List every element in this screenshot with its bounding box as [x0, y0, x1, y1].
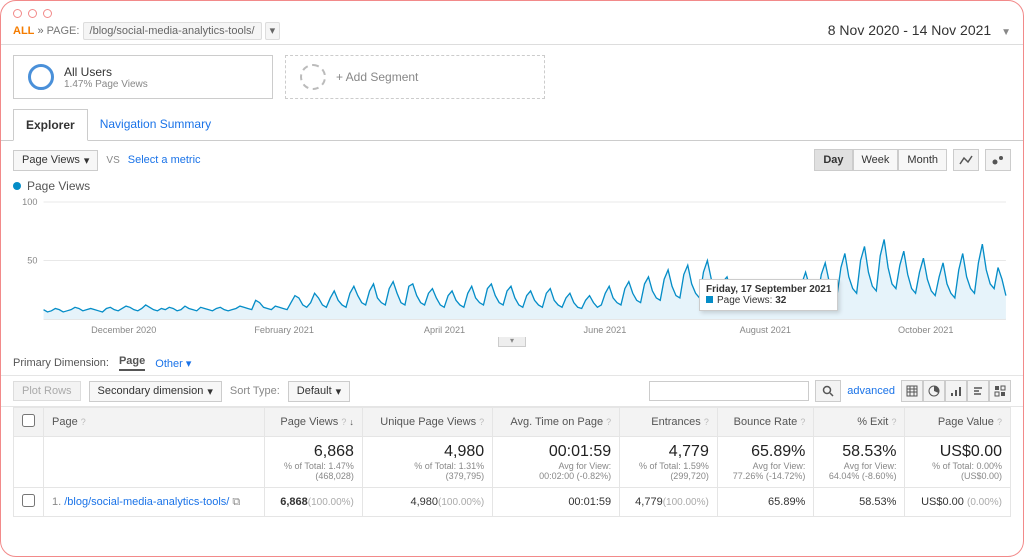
segment-sub: 1.47% Page Views [64, 79, 148, 90]
view-pivot-icon[interactable] [989, 380, 1011, 402]
col-unique: Unique Page Views ? [362, 408, 492, 437]
secondary-dimension-select[interactable]: Secondary dimension ▾ [89, 381, 222, 402]
chart-legend: Page Views [13, 179, 1011, 193]
col-page: Page ? [44, 408, 265, 437]
dimension-other[interactable]: Other ▾ [155, 357, 191, 370]
svg-text:50: 50 [27, 256, 37, 266]
chevron-down-icon: ▼ [1001, 27, 1011, 38]
search-input[interactable] [649, 381, 809, 401]
advanced-link[interactable]: advanced [847, 385, 895, 397]
dimension-page[interactable]: Page [119, 355, 145, 371]
top-bar: ALL » PAGE: /blog/social-media-analytics… [1, 22, 1023, 45]
add-segment-circle-icon [300, 64, 326, 90]
col-value: Page Value ? [905, 408, 1011, 437]
breadcrumb-path[interactable]: /blog/social-media-analytics-tools/ [83, 22, 262, 40]
open-link-icon[interactable]: ⧉ [232, 496, 240, 508]
chevron-down-icon: ▾ [207, 385, 213, 398]
sort-type-select[interactable]: Default ▾ [288, 381, 350, 402]
window-controls [1, 1, 1023, 22]
primary-metric-select[interactable]: Page Views ▾ [13, 150, 98, 171]
chart-tooltip: Friday, 17 September 2021 Page Views: 32 [699, 279, 838, 311]
filter-row: Plot Rows Secondary dimension ▾ Sort Typ… [1, 375, 1023, 407]
segments-row: All Users 1.47% Page Views + Add Segment [1, 45, 1023, 109]
add-segment[interactable]: + Add Segment [285, 55, 545, 99]
granularity-day[interactable]: Day [814, 149, 852, 171]
tab-navigation-summary[interactable]: Navigation Summary [88, 109, 223, 140]
view-table-icon[interactable] [901, 380, 923, 402]
granularity-group: Day Week Month [814, 149, 947, 171]
chart-type-line-icon[interactable] [953, 149, 979, 171]
table-row[interactable]: 1. /blog/social-media-analytics-tools/ ⧉… [14, 488, 1011, 517]
chevron-down-icon: ▾ [336, 385, 342, 398]
dot-close[interactable] [13, 9, 22, 18]
col-page-views: Page Views ? ↓ [265, 408, 363, 437]
col-avg-time: Avg. Time on Page ? [493, 408, 620, 437]
view-performance-icon[interactable] [945, 380, 967, 402]
chart-controls: Page Views ▾ VS Select a metric Day Week… [1, 141, 1023, 179]
primary-dimension-row: Primary Dimension: Page Other ▾ [1, 347, 1023, 375]
chart-type-motion-icon[interactable] [985, 149, 1011, 171]
data-table: Page ? Page Views ? ↓ Unique Page Views … [13, 407, 1011, 517]
granularity-month[interactable]: Month [898, 149, 947, 171]
add-segment-label: + Add Segment [336, 70, 418, 84]
chevron-down-icon: ▾ [84, 154, 90, 167]
segment-circle-icon [28, 64, 54, 90]
svg-text:December 2020: December 2020 [91, 325, 156, 335]
chart-collapse-handle[interactable]: ▾ [498, 337, 526, 347]
segment-title: All Users [64, 65, 148, 79]
row-checkbox[interactable] [22, 494, 35, 507]
svg-text:October 2021: October 2021 [898, 325, 954, 335]
tooltip-date: Friday, 17 September 2021 [706, 284, 831, 295]
tooltip-square-icon [706, 296, 713, 303]
svg-text:February 2021: February 2021 [254, 325, 314, 335]
breadcrumb-label: PAGE: [47, 25, 80, 37]
legend-label: Page Views [27, 179, 90, 193]
report-tabs: Explorer Navigation Summary [1, 109, 1023, 141]
granularity-week[interactable]: Week [853, 149, 899, 171]
select-all-checkbox[interactable] [22, 414, 35, 427]
sort-type-label: Sort Type: [230, 385, 280, 397]
legend-dot-icon [13, 182, 21, 190]
breadcrumb-all[interactable]: ALL [13, 25, 34, 37]
view-comparison-icon[interactable] [967, 380, 989, 402]
breadcrumb-dropdown-icon[interactable]: ▾ [265, 22, 281, 40]
row-page-link[interactable]: /blog/social-media-analytics-tools/ [64, 496, 229, 508]
chevron-down-icon: ▾ [186, 358, 192, 370]
chart-area: Page Views 100 50 December 2020 February 20… [1, 179, 1023, 347]
col-exit: % Exit ? [814, 408, 905, 437]
svg-text:June 2021: June 2021 [584, 325, 627, 335]
svg-text:April 2021: April 2021 [424, 325, 465, 335]
dimension-label: Primary Dimension: [13, 357, 109, 369]
line-chart[interactable]: 100 50 December 2020 February 2021 April 202… [13, 197, 1011, 337]
view-percentage-icon[interactable] [923, 380, 945, 402]
dot-min[interactable] [28, 9, 37, 18]
browser-frame: ALL » PAGE: /blog/social-media-analytics… [0, 0, 1024, 557]
svg-text:100: 100 [22, 197, 37, 207]
summary-row: 6,868% of Total: 1.47%(468,028) 4,980% o… [14, 437, 1011, 488]
breadcrumb: ALL » PAGE: /blog/social-media-analytics… [13, 24, 280, 37]
select-metric-link[interactable]: Select a metric [128, 154, 201, 166]
table-header-row: Page ? Page Views ? ↓ Unique Page Views … [14, 408, 1011, 437]
view-mode-group [901, 380, 1011, 402]
sort-arrow-icon: ↓ [349, 417, 354, 427]
search-button[interactable] [815, 380, 841, 402]
dot-max[interactable] [43, 9, 52, 18]
vs-label: VS [106, 155, 119, 166]
plot-rows-button: Plot Rows [13, 381, 81, 401]
date-range-picker[interactable]: 8 Nov 2020 - 14 Nov 2021 ▼ [828, 22, 1011, 38]
tab-explorer[interactable]: Explorer [13, 109, 88, 141]
svg-text:August 2021: August 2021 [740, 325, 791, 335]
segment-all-users[interactable]: All Users 1.47% Page Views [13, 55, 273, 99]
col-entrances: Entrances ? [620, 408, 718, 437]
col-bounce: Bounce Rate ? [717, 408, 814, 437]
